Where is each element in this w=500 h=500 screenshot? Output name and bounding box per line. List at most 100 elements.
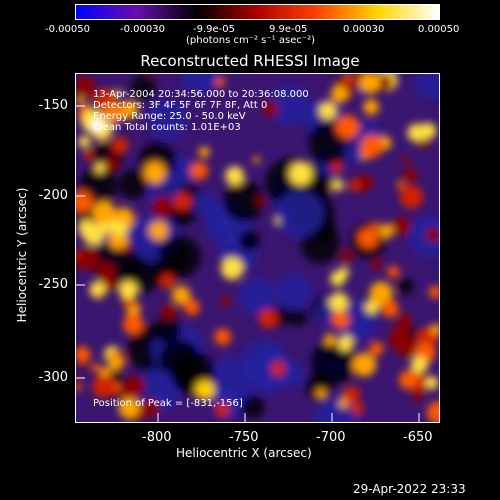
image-texture	[415, 73, 440, 100]
image-texture	[115, 89, 122, 97]
image-texture	[181, 73, 220, 95]
image-texture	[75, 259, 83, 270]
image-texture	[256, 196, 266, 206]
image-texture	[371, 259, 383, 271]
image-texture	[220, 257, 244, 280]
info-line: Detectors: 3F 4F 5F 6F 7F 8F, Att 0	[93, 100, 268, 111]
image-texture	[161, 304, 177, 320]
image-texture	[258, 309, 278, 328]
image-texture	[252, 156, 261, 164]
image-texture	[117, 387, 129, 399]
image-texture	[275, 189, 324, 238]
image-texture	[223, 180, 265, 222]
image-texture	[146, 99, 187, 140]
image-texture	[387, 265, 400, 278]
image-texture	[130, 75, 156, 101]
info-line: 13-Apr-2004 20:34:56.000 to 20:36:08.000	[93, 89, 309, 100]
image-texture	[407, 123, 426, 143]
image-texture	[273, 217, 280, 225]
info-line: Clean Total counts: 1.01E+03	[93, 122, 241, 133]
image-texture	[148, 221, 169, 241]
image-texture	[214, 402, 230, 418]
image-texture	[270, 361, 286, 377]
colorbar-tick: -0.00030	[120, 24, 165, 35]
image-texture	[154, 315, 181, 343]
image-texture	[274, 306, 294, 326]
image-texture	[123, 313, 144, 335]
rhessi-image	[75, 73, 440, 423]
image-texture	[369, 341, 384, 356]
y-tick: -150	[38, 98, 68, 113]
image-texture	[171, 285, 191, 305]
image-texture	[340, 250, 354, 264]
image-texture	[338, 267, 350, 279]
image-texture	[255, 371, 279, 396]
image-texture	[401, 155, 410, 164]
image-texture	[142, 399, 160, 417]
image-texture	[124, 376, 145, 397]
image-texture	[75, 96, 85, 105]
colorbar-tick: -0.00050	[45, 24, 90, 35]
image-texture	[239, 230, 260, 251]
image-texture	[369, 281, 393, 306]
image-texture	[238, 277, 276, 315]
image-texture	[392, 217, 411, 235]
image-texture	[95, 293, 102, 300]
image-texture	[343, 74, 352, 82]
image-texture	[173, 192, 192, 211]
image-texture	[351, 402, 364, 416]
image-texture	[359, 73, 381, 94]
image-texture	[420, 139, 430, 149]
image-texture	[118, 169, 148, 200]
image-texture	[118, 280, 138, 300]
info-line: Energy Range: 25.0 - 50.0 keV	[93, 111, 246, 122]
image-texture	[408, 215, 440, 259]
x-tick: -750	[229, 430, 259, 445]
image-texture	[241, 395, 265, 419]
image-texture	[75, 384, 82, 392]
image-texture	[215, 77, 226, 88]
colorbar-tick: -9.9e-05	[193, 24, 235, 35]
image-texture	[143, 161, 166, 184]
image-texture	[343, 141, 366, 163]
image-texture	[348, 179, 361, 192]
image-texture	[92, 375, 115, 398]
image-texture	[92, 201, 116, 225]
colorbar-tick: 0.00050	[418, 24, 460, 35]
image-texture	[75, 377, 82, 384]
image-texture	[89, 281, 106, 298]
image-texture	[220, 295, 232, 307]
image-texture	[99, 367, 111, 379]
image-texture	[424, 376, 439, 390]
image-texture	[195, 380, 215, 400]
image-texture	[158, 235, 201, 278]
image-texture	[335, 301, 377, 343]
image-texture	[398, 313, 412, 328]
image-texture	[190, 161, 208, 180]
y-tick: -300	[38, 370, 68, 385]
colorbar-unit: (photons cm⁻² s⁻¹ asec⁻²)	[186, 35, 316, 46]
image-texture	[216, 215, 233, 232]
image-texture	[363, 99, 379, 115]
image-texture	[397, 278, 415, 295]
image-texture	[357, 227, 379, 249]
image-texture	[338, 398, 349, 409]
image-texture	[396, 180, 405, 189]
y-axis-label: Heliocentric Y (arcsec)	[15, 187, 29, 323]
image-texture	[399, 185, 423, 209]
image-texture	[289, 161, 313, 186]
image-texture	[324, 333, 336, 346]
image-texture	[105, 103, 125, 123]
image-texture	[269, 84, 311, 126]
image-texture	[425, 227, 440, 243]
image-texture	[75, 76, 95, 97]
image-texture	[335, 114, 360, 139]
image-texture	[375, 74, 393, 91]
image-texture	[75, 346, 91, 363]
image-texture	[428, 285, 440, 299]
image-texture	[352, 352, 377, 377]
peak-position: Position of Peak = [-831,-156]	[93, 398, 243, 409]
image-texture	[430, 324, 440, 336]
image-texture	[111, 220, 128, 237]
x-tick: -700	[316, 430, 346, 445]
